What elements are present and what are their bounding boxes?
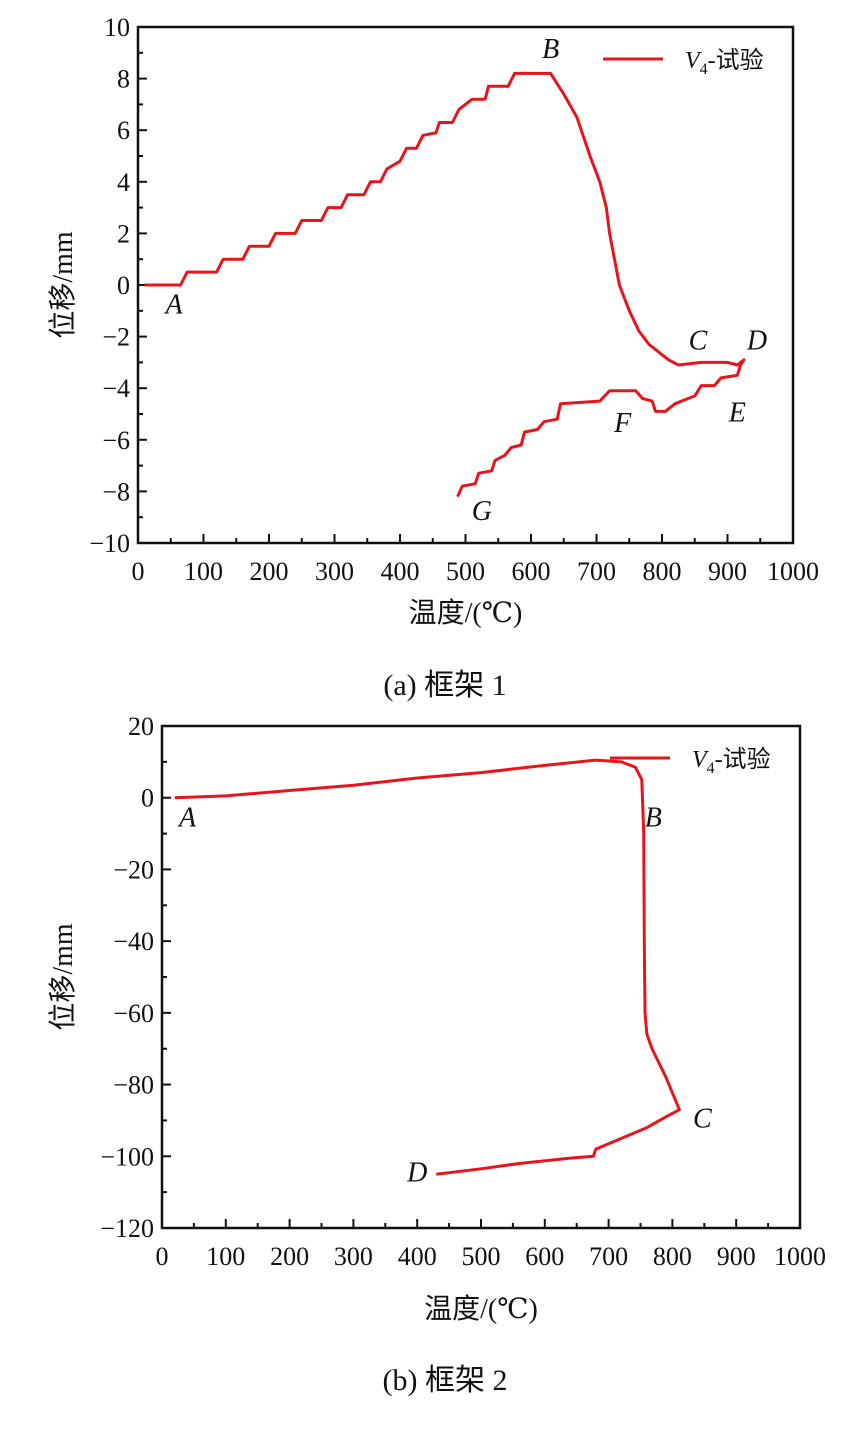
- x-tick-label: 500: [462, 1242, 501, 1271]
- x-tick-label: 1000: [774, 1242, 826, 1271]
- y-axis-label: 位移/mm: [47, 231, 79, 339]
- x-tick-label: 100: [206, 1242, 245, 1271]
- y-tick-label: 0: [117, 271, 130, 300]
- y-tick-label: −40: [113, 927, 154, 956]
- legend: V4-试验: [610, 746, 771, 777]
- legend: V4-试验: [603, 47, 764, 78]
- x-tick-label: 600: [512, 557, 551, 586]
- x-tick-label: 100: [184, 557, 223, 586]
- legend-label: V4-试验: [692, 746, 771, 777]
- y-tick-label: −2: [102, 323, 130, 352]
- y-tick-label: −80: [113, 1071, 154, 1100]
- figure-caption: (b) 框架 2: [383, 1364, 508, 1397]
- point-annotation: F: [613, 408, 632, 439]
- point-annotation: C: [693, 1104, 712, 1135]
- legend-subscript: 4: [707, 760, 715, 777]
- x-tick-label: 900: [708, 557, 747, 586]
- x-axis-label: 温度/(℃): [409, 597, 523, 629]
- y-tick-label: 6: [117, 116, 130, 145]
- point-annotation: D: [746, 326, 767, 357]
- point-annotation: A: [163, 289, 183, 320]
- x-tick-label: 200: [250, 557, 289, 586]
- x-tick-label: 800: [653, 1242, 692, 1271]
- x-tick-label: 900: [717, 1242, 756, 1271]
- x-tick-label: 600: [525, 1242, 564, 1271]
- x-axis-label: 温度/(℃): [424, 1293, 538, 1325]
- x-tick-label: 400: [398, 1242, 437, 1271]
- point-annotation: D: [406, 1157, 427, 1188]
- y-tick-label: 0: [141, 784, 154, 813]
- x-tick-label: 0: [132, 557, 145, 586]
- y-tick-label: 20: [128, 712, 154, 741]
- y-tick-label: 4: [117, 168, 130, 197]
- legend-label: V4-试验: [685, 47, 764, 78]
- y-tick-label: −6: [102, 426, 130, 455]
- y-tick-label: 2: [117, 219, 130, 248]
- point-annotation: B: [645, 802, 662, 833]
- legend-suffix: -试验: [708, 47, 764, 74]
- legend-suffix: -试验: [715, 746, 771, 773]
- y-tick-label: −4: [102, 374, 130, 403]
- point-annotation: A: [177, 802, 197, 833]
- figure-caption: (a) 框架 1: [383, 669, 506, 702]
- x-tick-label: 1000: [767, 557, 819, 586]
- y-axis-label: 位移/mm: [47, 923, 79, 1031]
- x-tick-label: 800: [643, 557, 682, 586]
- legend-subscript: 4: [700, 61, 708, 78]
- x-tick-label: 400: [381, 557, 420, 586]
- y-tick-label: −100: [100, 1142, 154, 1171]
- x-tick-label: 700: [589, 1242, 628, 1271]
- x-tick-label: 300: [334, 1242, 373, 1271]
- y-tick-label: −120: [100, 1214, 154, 1243]
- y-tick-label: −60: [113, 999, 154, 1028]
- x-tick-label: 500: [446, 557, 485, 586]
- point-annotation: C: [689, 326, 708, 357]
- x-tick-label: 0: [156, 1242, 169, 1271]
- series-line: [145, 73, 744, 496]
- point-annotation: E: [728, 398, 746, 429]
- point-annotation: B: [542, 34, 559, 65]
- y-tick-label: −20: [113, 855, 154, 884]
- plot-frame: [162, 726, 800, 1228]
- y-tick-label: −8: [102, 477, 130, 506]
- y-tick-label: 8: [117, 65, 130, 94]
- series-line: [175, 760, 680, 1174]
- x-tick-label: 700: [577, 557, 616, 586]
- x-tick-label: 300: [315, 557, 354, 586]
- point-annotation: G: [472, 496, 492, 527]
- x-tick-label: 200: [270, 1242, 309, 1271]
- y-tick-label: 10: [104, 13, 130, 42]
- y-tick-label: −10: [89, 529, 130, 558]
